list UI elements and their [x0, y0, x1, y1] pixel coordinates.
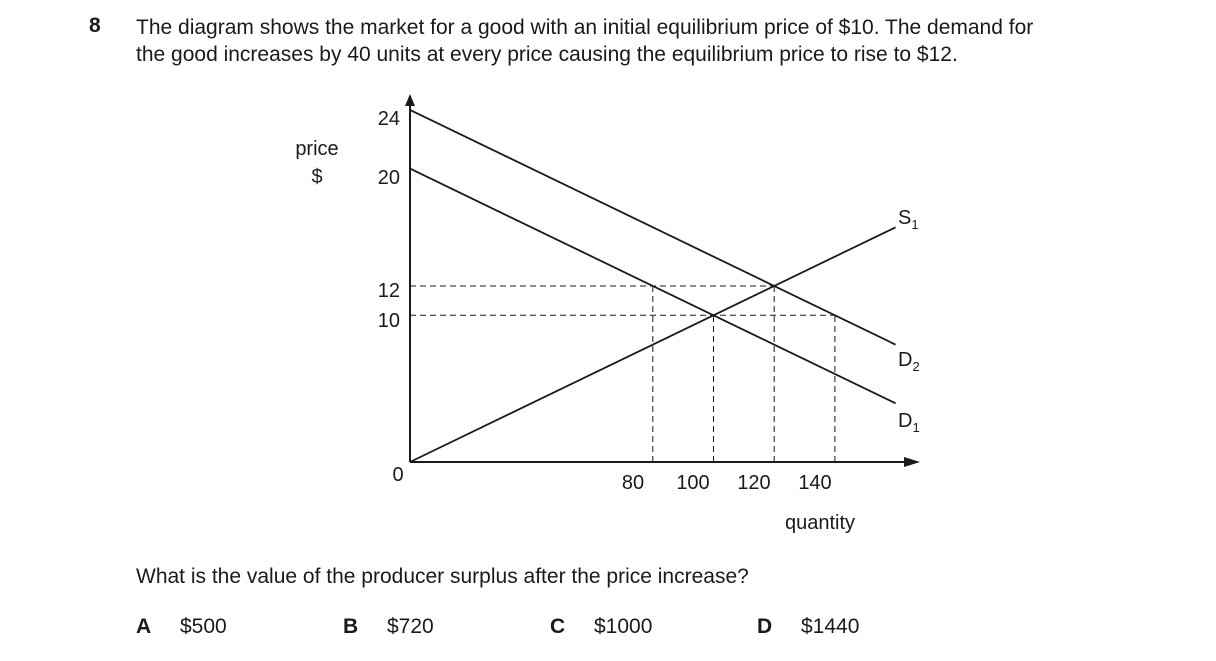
demand-old-label: D1	[898, 410, 920, 435]
question-text-line-1: The diagram shows the market for a good …	[136, 16, 1034, 39]
option-b-value: $720	[387, 615, 434, 638]
curves	[409, 109, 896, 463]
x-tick-80: 80	[622, 472, 644, 494]
y-axis-label-dollar: $	[311, 166, 322, 188]
demand-old-label-letter: D	[898, 410, 912, 432]
option-d-letter: D	[757, 615, 773, 638]
question-text-line-2: the good increases by 40 units at every …	[136, 43, 958, 66]
curve-s1	[409, 226, 896, 463]
question-text: The diagram shows the market for a good …	[136, 14, 1176, 68]
supply-label-letter: S	[898, 207, 911, 229]
supply-label-sub: 1	[911, 217, 918, 232]
x-tick-140: 140	[798, 472, 831, 494]
demand-new-label-letter: D	[898, 349, 912, 371]
x-axis-arrow	[904, 457, 920, 467]
demand-new-label-sub: 2	[912, 359, 919, 374]
option-d[interactable]: D $1440	[757, 615, 859, 639]
curve-d1	[409, 167, 896, 405]
y-tick-20: 20	[378, 167, 400, 189]
supply-label: S1	[898, 207, 919, 232]
option-d-value: $1440	[801, 615, 860, 638]
x-tick-120: 120	[737, 472, 770, 494]
reference-lines	[410, 285, 836, 462]
question-number: 8	[89, 14, 101, 37]
y-axis-arrow	[405, 94, 415, 106]
option-a-value: $500	[180, 615, 227, 638]
option-c-value: $1000	[594, 615, 653, 638]
y-axis-label-price: price	[295, 138, 338, 160]
origin-label: 0	[392, 464, 403, 486]
demand-new-label: D2	[898, 349, 920, 374]
y-tick-24: 24	[378, 108, 400, 130]
question-prompt: What is the value of the producer surplu…	[136, 565, 749, 588]
option-c[interactable]: C $1000	[550, 615, 652, 639]
option-c-letter: C	[550, 615, 566, 638]
curve-d2	[409, 109, 896, 346]
option-b-letter: B	[343, 615, 359, 638]
option-a-letter: A	[136, 615, 152, 638]
option-b[interactable]: B $720	[343, 615, 434, 639]
option-a[interactable]: A $500	[136, 615, 227, 639]
y-tick-10: 10	[378, 310, 400, 332]
y-tick-12: 12	[378, 280, 400, 302]
x-tick-100: 100	[676, 472, 709, 494]
x-axis-label: quantity	[785, 512, 855, 534]
demand-old-label-sub: 1	[912, 420, 919, 435]
